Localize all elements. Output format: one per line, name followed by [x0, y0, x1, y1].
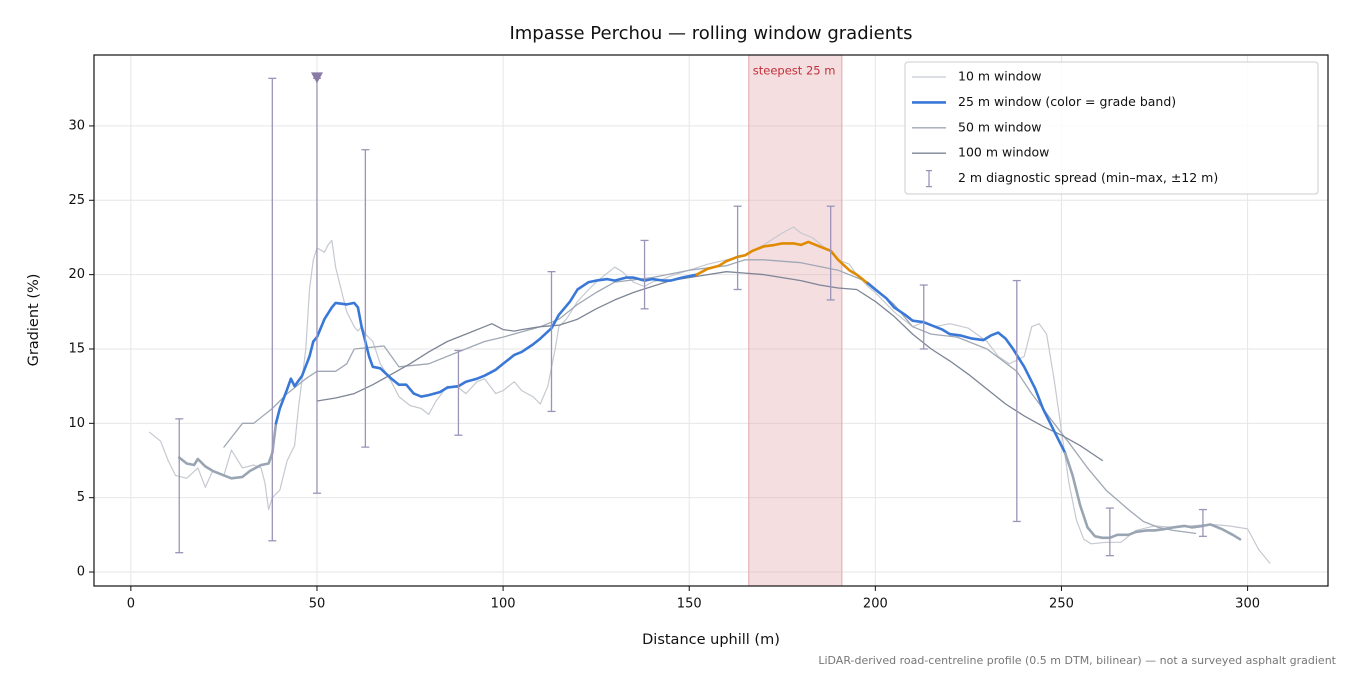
legend-label: 100 m window: [958, 145, 1049, 160]
clip-marker: [310, 72, 323, 84]
footnote: LiDAR-derived road-centreline profile (0…: [818, 654, 1336, 667]
legend-box: [904, 61, 1319, 195]
legend-label: 50 m window: [958, 119, 1041, 134]
legend-label: 10 m window: [958, 69, 1041, 84]
x-tick-label: 50: [309, 597, 326, 612]
y-tick-label: 5: [77, 490, 85, 505]
y-tick-label: 25: [68, 193, 85, 208]
x-axis-label: Distance uphill (m): [642, 632, 780, 648]
series-line: [866, 282, 1067, 455]
x-tick-label: 200: [863, 597, 888, 612]
series-line: [316, 271, 1104, 462]
y-tick-label: 15: [68, 341, 85, 356]
series-line: [148, 226, 1271, 564]
x-tick-label: 0: [127, 597, 135, 612]
x-tick-label: 300: [1235, 597, 1260, 612]
series-line: [695, 240, 870, 285]
x-tick-label: 250: [1049, 597, 1074, 612]
legend-label: 2 m diagnostic spread (min–max, ±12 m): [958, 170, 1218, 185]
chart-title: Impasse Perchou — rolling window gradien…: [509, 23, 912, 44]
legend-label: 25 m window (color = grade band): [958, 94, 1176, 109]
span-label: steepest 25 m: [753, 64, 836, 78]
steepest-span: [748, 54, 843, 587]
y-tick-label: 30: [68, 118, 85, 133]
series-line: [1063, 451, 1242, 541]
x-tick-label: 100: [491, 597, 516, 612]
series-line: [274, 273, 698, 425]
series-line: [177, 422, 278, 480]
y-tick-label: 20: [68, 267, 85, 282]
y-axis-label: Gradient (%): [26, 274, 42, 367]
x-tick-label: 150: [677, 597, 702, 612]
plot-frame: [93, 54, 1329, 587]
y-tick-label: 0: [77, 565, 85, 580]
y-tick-label: 10: [68, 416, 85, 431]
